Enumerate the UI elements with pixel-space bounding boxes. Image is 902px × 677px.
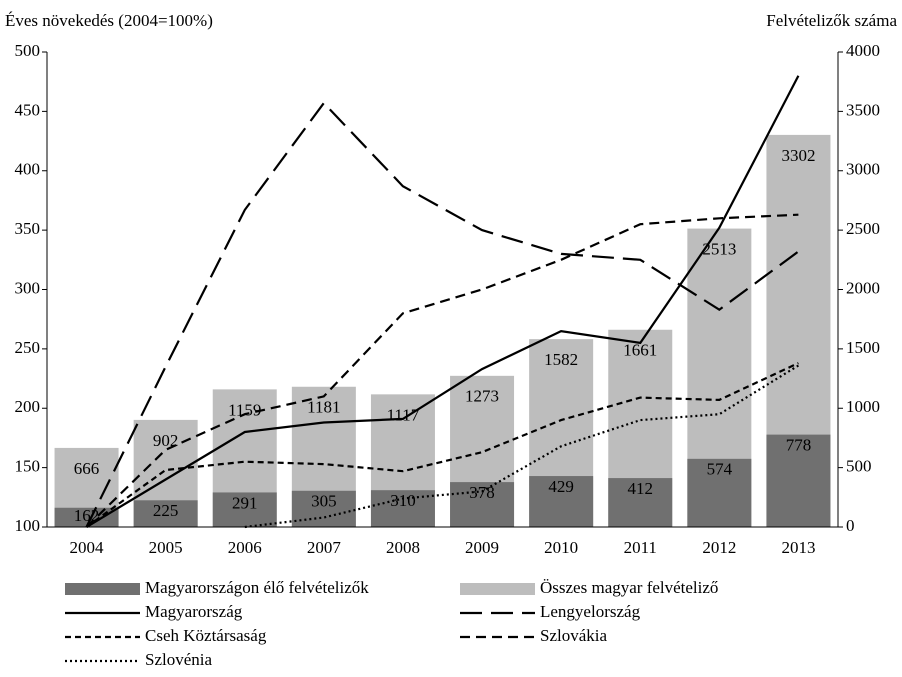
legend-swatch [460,583,535,595]
bar [291,490,356,527]
legend-label: Magyarországon élő felvételizők [145,578,369,597]
bar-label: 1582 [544,350,578,369]
x-tick-label: 2008 [386,538,420,557]
x-tick-label: 2012 [702,538,736,557]
bar-label: 291 [232,493,258,512]
bar-label: 1181 [307,398,340,417]
y2-tick-label: 2500 [846,219,880,238]
bar [608,478,673,527]
bar-label: 1159 [228,400,261,419]
bar [766,434,831,527]
bar [450,482,515,527]
x-tick-label: 2004 [70,538,105,557]
bar-label: 412 [628,479,654,498]
legend-label: Szlovákia [540,626,607,645]
bar-label: 1273 [465,387,499,406]
legend-label: Összes magyar felvételiző [540,578,718,597]
bar-label: 902 [153,431,179,450]
y-tick-label: 250 [15,338,41,357]
legend-label: Szlovénia [145,650,212,669]
bar-label: 378 [469,483,495,502]
bar-label: 429 [548,477,574,496]
y-tick-label: 150 [15,457,41,476]
bar [212,492,277,527]
line [85,213,799,528]
bar-label: 225 [153,501,179,520]
x-tick-label: 2013 [781,538,815,557]
x-tick-label: 2010 [544,538,578,557]
y-tick-label: 300 [15,278,41,297]
bar [133,500,198,527]
x-tick-label: 2005 [149,538,183,557]
bar-label: 778 [786,436,812,455]
legend-label: Lengyelország [540,602,641,621]
y2-tick-label: 4000 [846,41,880,60]
bar [370,490,435,527]
bar-label: 574 [707,460,733,479]
legend-label: Magyarország [145,602,243,621]
y2-tick-label: 3000 [846,160,880,179]
bar-label: 3302 [781,146,815,165]
bar-label: 310 [390,491,416,510]
x-tick-label: 2011 [624,538,657,557]
y2-tick-label: 500 [846,457,872,476]
bar-label: 666 [74,459,100,478]
bar [529,476,594,527]
y-tick-label: 350 [15,219,41,238]
y-tick-label: 450 [15,100,41,119]
bar-label: 2513 [702,239,736,258]
line [244,364,799,529]
bar-label: 305 [311,492,337,511]
y2-tick-label: 2000 [846,278,880,297]
y-tick-label: 400 [15,160,41,179]
y-axis-title: Éves növekedés (2004=100%) [5,11,213,30]
x-tick-label: 2006 [228,538,262,557]
legend-label: Cseh Köztársaság [145,626,267,645]
y2-axis-title: Felvételizők száma [766,11,897,30]
bar-label: 1661 [623,341,657,360]
y2-tick-label: 3500 [846,100,880,119]
legend-swatch [65,583,140,595]
bar [687,458,752,527]
line [85,362,799,528]
y2-tick-label: 1500 [846,338,880,357]
y2-tick-label: 1000 [846,397,880,416]
x-tick-label: 2009 [465,538,499,557]
x-tick-label: 2007 [307,538,342,557]
line [85,101,800,528]
y-tick-label: 200 [15,397,41,416]
y-tick-label: 100 [15,516,41,535]
y-tick-label: 500 [15,41,41,60]
bar-label: 1117 [387,405,420,424]
y2-tick-label: 0 [846,516,855,535]
